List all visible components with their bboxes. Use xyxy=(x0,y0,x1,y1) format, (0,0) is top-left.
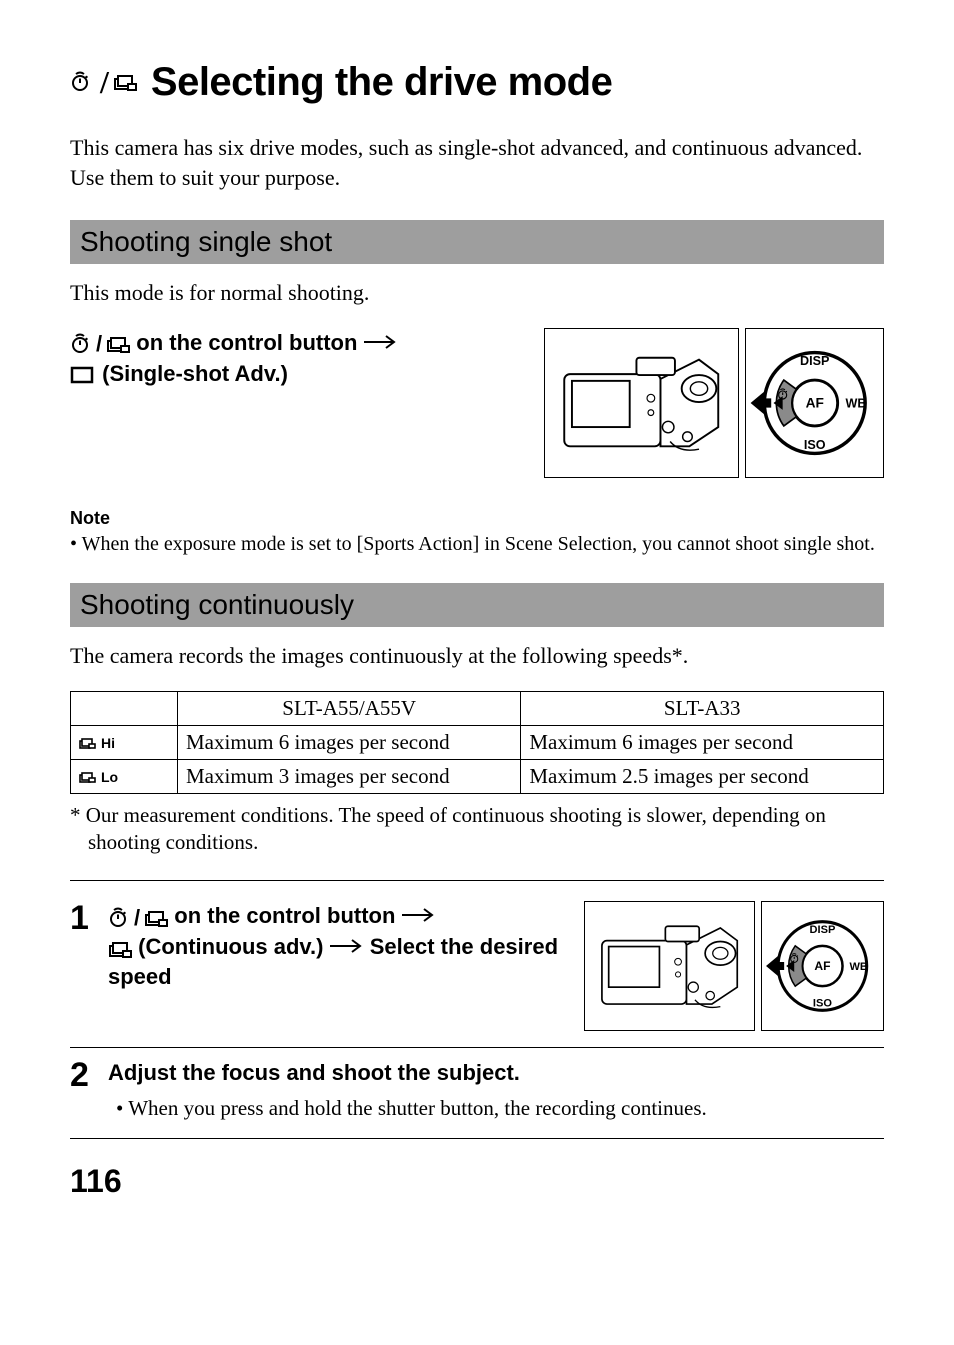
page-title: Selecting the drive mode xyxy=(151,60,612,105)
svg-text:DISP: DISP xyxy=(810,924,836,936)
row-label-text: Lo xyxy=(101,769,118,785)
table-header-a55: SLT-A55/A55V xyxy=(178,691,521,725)
svg-text:AF: AF xyxy=(815,959,831,973)
dpad-illustration: AF DISP ISO WB xyxy=(745,328,885,478)
table-header-a33: SLT-A33 xyxy=(521,691,884,725)
drive-mode-icon: / xyxy=(70,329,130,359)
illustration-single-shot: AF DISP ISO WB xyxy=(544,328,884,478)
page: / Selecting the drive mode This camera h… xyxy=(0,0,954,1240)
divider xyxy=(70,880,884,881)
dpad-top-label: DISP xyxy=(800,354,829,368)
dpad-illustration: AF DISP ISO WB xyxy=(761,901,884,1031)
table-header-row: SLT-A55/A55V SLT-A33 xyxy=(71,691,884,725)
step-text-fragment: (Continuous adv.) xyxy=(138,934,329,959)
dpad-bottom-label: ISO xyxy=(803,438,825,452)
table-row: Lo Maximum 3 images per second Maximum 2… xyxy=(71,759,884,793)
single-shot-instruction: / on the control button (Single-shot Adv… xyxy=(70,328,514,389)
arrow-right-icon xyxy=(330,938,364,954)
table-footnote: * Our measurement conditions. The speed … xyxy=(70,802,884,857)
instruction-text: (Single-shot Adv.) xyxy=(102,361,288,386)
cell-a55-lo: Maximum 3 images per second xyxy=(178,759,521,793)
step-2-row: 2 Adjust the focus and shoot the subject… xyxy=(70,1048,884,1139)
camera-illustration xyxy=(584,901,755,1031)
section-body-single-shot: This mode is for normal shooting. xyxy=(70,278,884,308)
step-number: 2 xyxy=(70,1058,96,1092)
step-number: 1 xyxy=(70,901,96,935)
cell-a33-hi: Maximum 6 images per second xyxy=(521,725,884,759)
table-row: Hi Maximum 6 images per second Maximum 6… xyxy=(71,725,884,759)
illustration-continuous: AF DISP ISO WB xyxy=(584,901,884,1031)
cell-a33-lo: Maximum 2.5 images per second xyxy=(521,759,884,793)
arrow-right-icon xyxy=(402,907,436,923)
instruction-text: on the control button xyxy=(136,330,363,355)
row-label-hi: Hi xyxy=(71,725,178,759)
row-label-lo: Lo xyxy=(71,759,178,793)
step-2-sub: • When you press and hold the shutter bu… xyxy=(108,1094,884,1122)
svg-text:WB: WB xyxy=(850,961,868,973)
dpad-center-label: AF xyxy=(805,396,823,411)
drive-mode-icon: / xyxy=(108,903,168,933)
page-title-row: / Selecting the drive mode xyxy=(70,60,884,105)
speed-table: SLT-A55/A55V SLT-A33 Hi Maximum 6 images… xyxy=(70,691,884,794)
single-frame-icon xyxy=(70,364,96,386)
continuous-icon xyxy=(108,938,132,960)
section-body-continuous: The camera records the images continuous… xyxy=(70,641,884,671)
camera-illustration xyxy=(544,328,739,478)
intro-text: This camera has six drive modes, such as… xyxy=(70,133,884,192)
cell-a55-hi: Maximum 6 images per second xyxy=(178,725,521,759)
single-shot-instruction-row: / on the control button (Single-shot Adv… xyxy=(70,328,884,478)
page-number: 116 xyxy=(70,1163,884,1200)
section-heading-single-shot: Shooting single shot xyxy=(70,220,884,264)
note-heading: Note xyxy=(70,508,884,529)
row-label-text: Hi xyxy=(101,735,115,751)
note-body: • When the exposure mode is set to [Spor… xyxy=(70,531,884,557)
svg-text:ISO: ISO xyxy=(813,998,832,1010)
step-2-title: Adjust the focus and shoot the subject. xyxy=(108,1058,884,1088)
table-header-blank xyxy=(71,691,178,725)
step-text-fragment: on the control button xyxy=(174,903,401,928)
drive-mode-icon: / xyxy=(70,64,141,101)
dpad-right-label: WB xyxy=(845,397,866,411)
step-1-text: / on the control button (Continuous adv.… xyxy=(108,901,564,991)
arrow-right-icon xyxy=(364,334,398,350)
step-1-row: 1 / on the control button (Continuous ad… xyxy=(70,891,884,1048)
section-heading-continuous: Shooting continuously xyxy=(70,583,884,627)
